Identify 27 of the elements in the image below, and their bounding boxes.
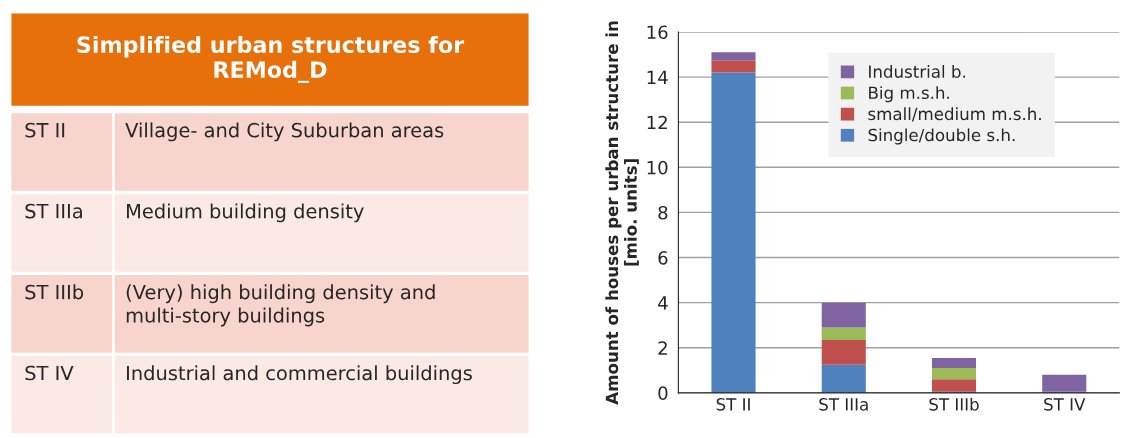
y-tick-label: 8 xyxy=(658,205,668,220)
x-tick-label: ST II xyxy=(716,398,750,411)
y-tick-label: 12 xyxy=(647,115,667,130)
text: ST IV xyxy=(25,365,74,381)
legend-label: small/medium m.s.h. xyxy=(868,107,1041,122)
legend-label: Single/double s.h. xyxy=(868,128,1015,145)
y-tick-label: 2 xyxy=(658,341,667,355)
text: ST II xyxy=(25,122,65,138)
text: (Very) high building density and multi-story buildings xyxy=(126,284,435,327)
x-tick-label: ST IV xyxy=(1044,398,1086,411)
y-axis-title: Amount of houses per urban structure in [mio. units] xyxy=(605,21,639,405)
x-tick-label: ST IIIb xyxy=(929,397,979,411)
text: Simplified urban structures for REMod_D xyxy=(77,35,465,83)
y-tick-label: 14 xyxy=(647,70,668,84)
text: Medium building density xyxy=(127,203,364,223)
y-tick-label: 10 xyxy=(647,160,668,175)
x-tick-label: ST IIIa xyxy=(819,398,868,411)
y-tick-label: 16 xyxy=(647,25,668,40)
text: Industrial and commercial buildings xyxy=(127,365,472,385)
text: ST IIIb xyxy=(25,284,84,300)
y-tick-label: 4 xyxy=(658,296,668,310)
text: ST IIIa xyxy=(25,203,82,219)
legend-label: Industrial b. xyxy=(869,65,966,78)
y-tick-label: 0 xyxy=(658,386,668,400)
y-tick-label: 6 xyxy=(658,251,668,265)
text: Village- and City Suburban areas xyxy=(125,122,444,142)
legend-label: Big m.s.h. xyxy=(869,86,949,103)
